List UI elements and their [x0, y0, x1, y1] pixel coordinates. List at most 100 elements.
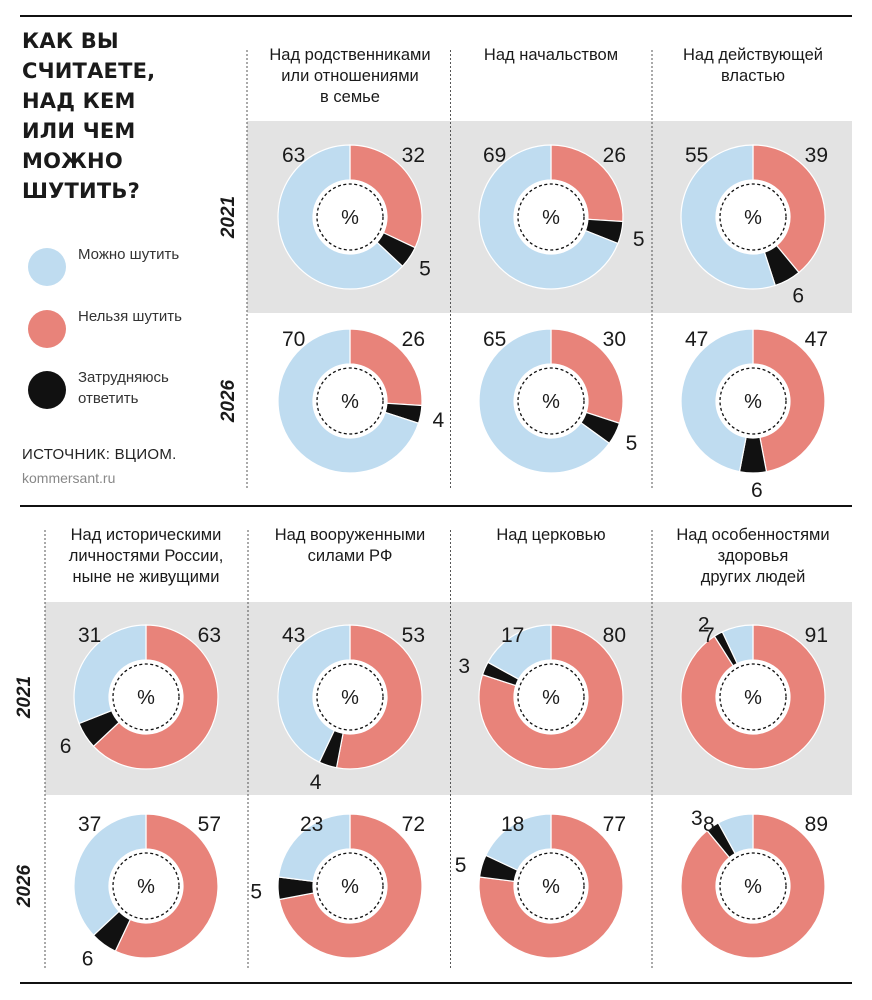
page-title: Как вы считаете, над кем или чем можно ш… — [22, 29, 156, 203]
donut-hole-ring — [517, 852, 585, 920]
label-unsure-value: 4 — [310, 771, 322, 794]
label-unsure-value: 3 — [458, 655, 470, 678]
label-can-value: 31 — [78, 624, 101, 647]
center-percent-label: % — [137, 876, 155, 898]
legend-swatch-can — [28, 248, 66, 286]
category-header-line: Над начальством — [484, 46, 618, 64]
category-header-line: Над родственниками — [269, 46, 430, 64]
donut-hole — [716, 180, 790, 254]
category-header-line: Над церковью — [496, 526, 605, 544]
category-header-line: силами РФ — [308, 547, 393, 565]
label-can-value: 70 — [282, 328, 305, 351]
donut-hole — [514, 849, 588, 923]
donut-hole — [313, 180, 387, 254]
legend-label: Затрудняюсь ответить — [78, 369, 169, 407]
label-cannot-value: 63 — [198, 624, 221, 647]
legend-label: Нельзя шутить — [78, 308, 182, 325]
label-cannot-value: 72 — [402, 813, 425, 836]
label-unsure-value: 5 — [626, 432, 638, 455]
label-unsure-value: 5 — [455, 854, 467, 877]
label-unsure-value: 3 — [691, 807, 703, 830]
label-unsure-value: 6 — [82, 948, 94, 971]
donut-hole — [514, 660, 588, 734]
donut-hole — [313, 364, 387, 438]
donut-hole — [313, 849, 387, 923]
donut-hole-ring — [316, 183, 384, 251]
label-can-value: 23 — [300, 813, 323, 836]
center-percent-label: % — [341, 876, 359, 898]
label-cannot-value: 53 — [402, 624, 425, 647]
year-label-2021: 2021 — [218, 196, 239, 239]
label-can-value: 7 — [703, 624, 715, 647]
label-cannot-value: 47 — [805, 328, 828, 351]
label-unsure-value: 5 — [250, 881, 262, 904]
label-unsure-value: 4 — [432, 409, 444, 432]
donut-hole — [716, 364, 790, 438]
label-cannot-value: 91 — [805, 624, 828, 647]
center-percent-label: % — [744, 207, 762, 229]
center-percent-label: % — [744, 876, 762, 898]
donut-hole-ring — [517, 367, 585, 435]
label-cannot-value: 77 — [603, 813, 626, 836]
legend-item-cannot: Нельзя шутить — [22, 306, 222, 350]
category-header-line: в семье — [320, 88, 380, 106]
center-percent-label: % — [341, 391, 359, 413]
category-header-line: или отношениями — [281, 67, 419, 85]
donut-hole-ring — [316, 852, 384, 920]
center-percent-label: % — [341, 207, 359, 229]
donut-hole — [716, 660, 790, 734]
donut-hole — [716, 849, 790, 923]
year-label-2021: 2021 — [14, 676, 35, 719]
donut-hole — [109, 660, 183, 734]
center-percent-label: % — [542, 391, 560, 413]
legend-item-can: Можно шутить — [22, 244, 222, 288]
legend-swatch-cannot — [28, 310, 66, 348]
label-cannot-value: 30 — [603, 328, 626, 351]
label-cannot-value: 39 — [805, 144, 828, 167]
donut-hole-ring — [517, 183, 585, 251]
category-header-line: других людей — [701, 568, 806, 586]
category-header-line: Над особенностями — [676, 526, 829, 544]
category-header-line: Над историческими — [71, 526, 222, 544]
label-can-value: 8 — [703, 813, 715, 836]
label-cannot-value: 26 — [402, 328, 425, 351]
label-can-value: 37 — [78, 813, 101, 836]
donut-hole-ring — [316, 663, 384, 731]
category-header-line: властью — [721, 67, 785, 85]
label-unsure-value: 6 — [751, 479, 763, 502]
year-label-2026: 2026 — [218, 379, 239, 423]
legend-swatch-unsure — [28, 371, 66, 409]
category-header-line: личностями России, — [69, 547, 224, 565]
year-label-2026: 2026 — [14, 864, 35, 908]
label-can-value: 18 — [501, 813, 524, 836]
donut-hole-ring — [316, 367, 384, 435]
donut-hole — [109, 849, 183, 923]
category-header-line: ныне не живущими — [73, 568, 220, 586]
label-cannot-value: 26 — [603, 144, 626, 167]
donut-hole-ring — [719, 183, 787, 251]
center-percent-label: % — [137, 687, 155, 709]
center-percent-label: % — [341, 687, 359, 709]
label-cannot-value: 57 — [198, 813, 221, 836]
label-can-value: 47 — [685, 328, 708, 351]
label-unsure-value: 6 — [792, 284, 804, 307]
donut-hole-ring — [719, 367, 787, 435]
center-percent-label: % — [542, 207, 560, 229]
label-cannot-value: 89 — [805, 813, 828, 836]
label-can-value: 69 — [483, 144, 506, 167]
donut-hole — [514, 364, 588, 438]
source-note: ИСТОЧНИК: ВЦИОМ. — [22, 446, 177, 463]
middle-rule — [20, 505, 852, 507]
label-can-value: 17 — [501, 624, 524, 647]
label-cannot-value: 80 — [603, 624, 626, 647]
label-can-value: 43 — [282, 624, 305, 647]
bottom-rule — [20, 982, 852, 984]
center-percent-label: % — [744, 391, 762, 413]
donut-hole-ring — [719, 852, 787, 920]
label-unsure-value: 2 — [698, 614, 710, 637]
center-percent-label: % — [542, 687, 560, 709]
legend-item-unsure: Затрудняюсь ответить — [22, 367, 222, 411]
label-unsure-value: 5 — [633, 228, 645, 251]
legend-label: Можно шутить — [78, 246, 180, 263]
